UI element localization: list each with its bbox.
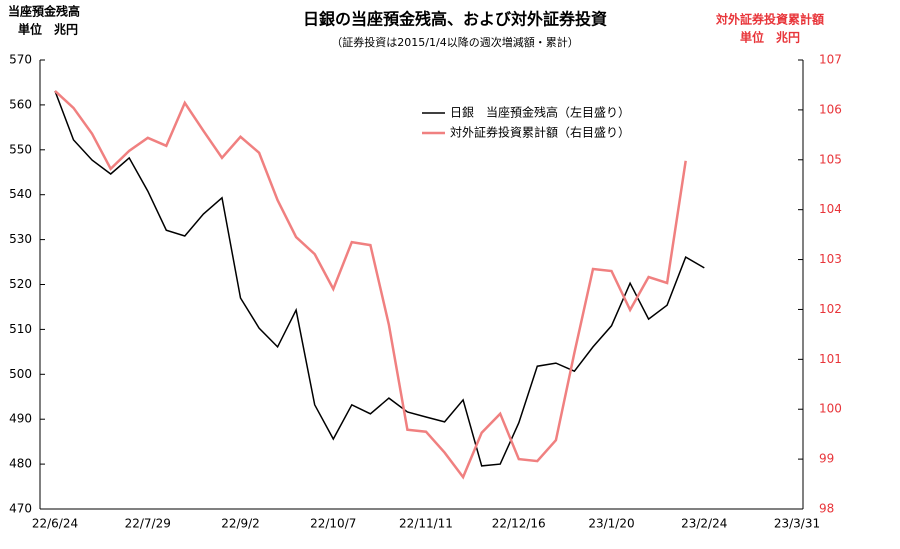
series-line (54, 90, 705, 467)
x-tick-label: 23/3/31 (774, 517, 820, 531)
x-tick-label: 22/7/29 (125, 517, 171, 531)
x-tick-label: 22/11/11 (399, 517, 453, 531)
chart-title: 日銀の当座預金残高、および対外証券投資 (303, 10, 607, 29)
legend-label: 日銀 当座預金残高（左目盛り） (450, 105, 630, 120)
y-tick-label: 530 (9, 232, 32, 246)
y-tick-label: 550 (9, 142, 32, 156)
x-tick-label: 23/1/20 (588, 517, 634, 531)
y2-tick-label: 104 (819, 202, 842, 216)
y2-tick-label: 99 (819, 452, 834, 466)
y2-tick-label: 101 (819, 352, 842, 366)
x-tick-label: 22/9/2 (221, 517, 260, 531)
y2-tick-label: 105 (819, 152, 842, 166)
y2-axis-label: 対外証券投資累計額 (715, 12, 824, 27)
x-tick-label: 23/2/24 (681, 517, 727, 531)
legend-label: 対外証券投資累計額（右目盛り） (450, 125, 630, 140)
y-tick-label: 560 (9, 97, 32, 111)
y2-axis-unit: 単位 兆円 (740, 30, 800, 45)
y-tick-label: 500 (9, 367, 32, 381)
y2-tick-label: 102 (819, 302, 842, 316)
x-tick-label: 22/10/7 (310, 517, 356, 531)
y-tick-label: 520 (9, 277, 32, 291)
chart-subtitle: （証券投資は2015/1/4以降の週次増減額・累計） (331, 35, 578, 49)
x-tick-label: 22/6/24 (32, 517, 78, 531)
y-tick-label: 510 (9, 322, 32, 336)
series-line (54, 89, 687, 480)
y-tick-label: 540 (9, 187, 32, 201)
y2-tick-label: 107 (819, 53, 842, 67)
y-tick-label: 570 (9, 53, 32, 67)
y-axis-unit: 単位 兆円 (18, 22, 78, 37)
y-tick-label: 490 (9, 412, 32, 426)
x-tick-label: 22/12/16 (492, 517, 546, 531)
y-tick-label: 480 (9, 457, 32, 471)
y2-tick-label: 106 (819, 102, 842, 116)
y-tick-label: 470 (9, 502, 32, 516)
y2-tick-label: 98 (819, 502, 834, 516)
y-axis-label: 当座預金残高 (8, 4, 80, 19)
y2-tick-label: 100 (819, 402, 842, 416)
y2-tick-label: 103 (819, 252, 842, 266)
